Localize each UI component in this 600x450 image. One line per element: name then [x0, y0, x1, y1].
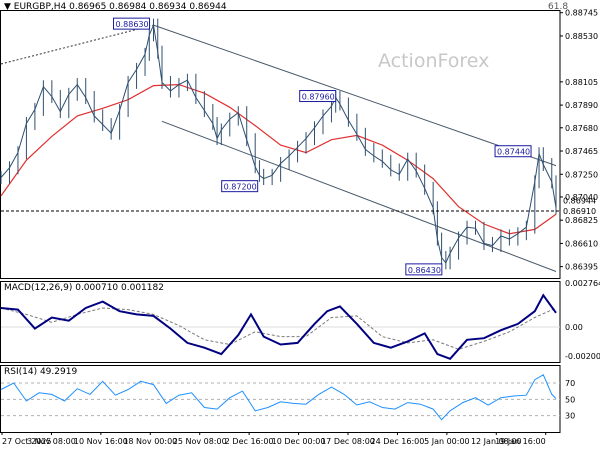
rsi-axis-label: 50 [565, 395, 575, 404]
current-price-label: 0.86944 [563, 196, 596, 205]
rsi-label: RSI(14) 49.2919 [4, 367, 78, 377]
swing-label: 0.88630 [116, 20, 149, 29]
swing-label: 0.86430 [408, 266, 441, 275]
x-tick-label: 19 Jan 16:00 [495, 437, 546, 446]
y-tick-label: 0.88530 [565, 32, 598, 41]
macd-axis-label: 0.002764 [565, 279, 600, 288]
macd-line [0, 293, 557, 360]
y-tick-label: 0.86610 [565, 239, 598, 248]
y-tick-label: 0.86395 [565, 263, 598, 272]
x-tick-label: 17 Dec 08:00 [321, 437, 375, 446]
x-tick-label: 10 Dec 00:00 [272, 437, 326, 446]
main-panel-frame [0, 10, 561, 279]
x-tick-label: 25 Nov 08:00 [173, 437, 227, 446]
y-tick-label: 0.87250 [565, 170, 598, 179]
price-line [0, 23, 557, 264]
x-tick-label: 3 Nov 08:00 [27, 437, 76, 446]
y-tick-label: 0.88745 [565, 9, 598, 18]
macd-axis-label: -0.002005 [565, 352, 600, 361]
y-tick-label: 0.87465 [565, 147, 598, 156]
swing-label-box [221, 180, 259, 193]
rsi-line [0, 374, 557, 421]
swing-label: 0.87440 [497, 148, 530, 157]
y-tick-label: 0.87680 [565, 124, 598, 133]
y-tick-label: 0.87890 [565, 101, 598, 110]
swing-label: 0.87960 [302, 93, 335, 102]
x-tick-label: 27 Oct 2025 [2, 437, 51, 446]
swing-label-box [405, 263, 443, 276]
x-tick-label: 18 Nov 00:00 [123, 437, 177, 446]
rsi-axis-label: 70 [565, 379, 575, 388]
macd-label: MACD(12,26,9) 0.000710 0.001182 [4, 283, 164, 293]
macd-signal-line [0, 307, 557, 350]
y-tick-label: 0.88105 [565, 78, 598, 87]
x-tick-label: 5 Jan 00:00 [424, 437, 470, 446]
x-tick-label: 24 Dec 16:00 [371, 437, 425, 446]
x-tick-label: 10 Nov 16:00 [74, 437, 128, 446]
channel-upper-line [153, 24, 557, 167]
hline-price-box [561, 206, 599, 216]
y-tick-label: 0.86825 [565, 216, 598, 225]
macd-panel-frame [0, 281, 561, 363]
y-tick-label: 0.87040 [565, 193, 598, 202]
chart-title: ▼ EURGBP,H4 0.86965 0.86984 0.86934 0.86… [4, 2, 227, 12]
channel-lower-line [161, 120, 557, 272]
macd-axis-label: 0.00 [565, 323, 583, 332]
swing-label-box [494, 145, 532, 158]
corner-value: 61.8 [548, 2, 569, 12]
x-tick-label: 2 Dec 16:00 [225, 437, 274, 446]
x-tick-label: 12 Jan 08:00 [471, 437, 522, 446]
hline-price-label: 0.86910 [563, 207, 596, 216]
swing-label-box [113, 17, 151, 30]
trend-line-dotted [0, 24, 154, 65]
swing-label-box [299, 90, 337, 103]
rsi-axis-label: 30 [565, 412, 575, 421]
swing-label: 0.87200 [224, 183, 257, 192]
watermark: ActionForex [378, 50, 489, 72]
